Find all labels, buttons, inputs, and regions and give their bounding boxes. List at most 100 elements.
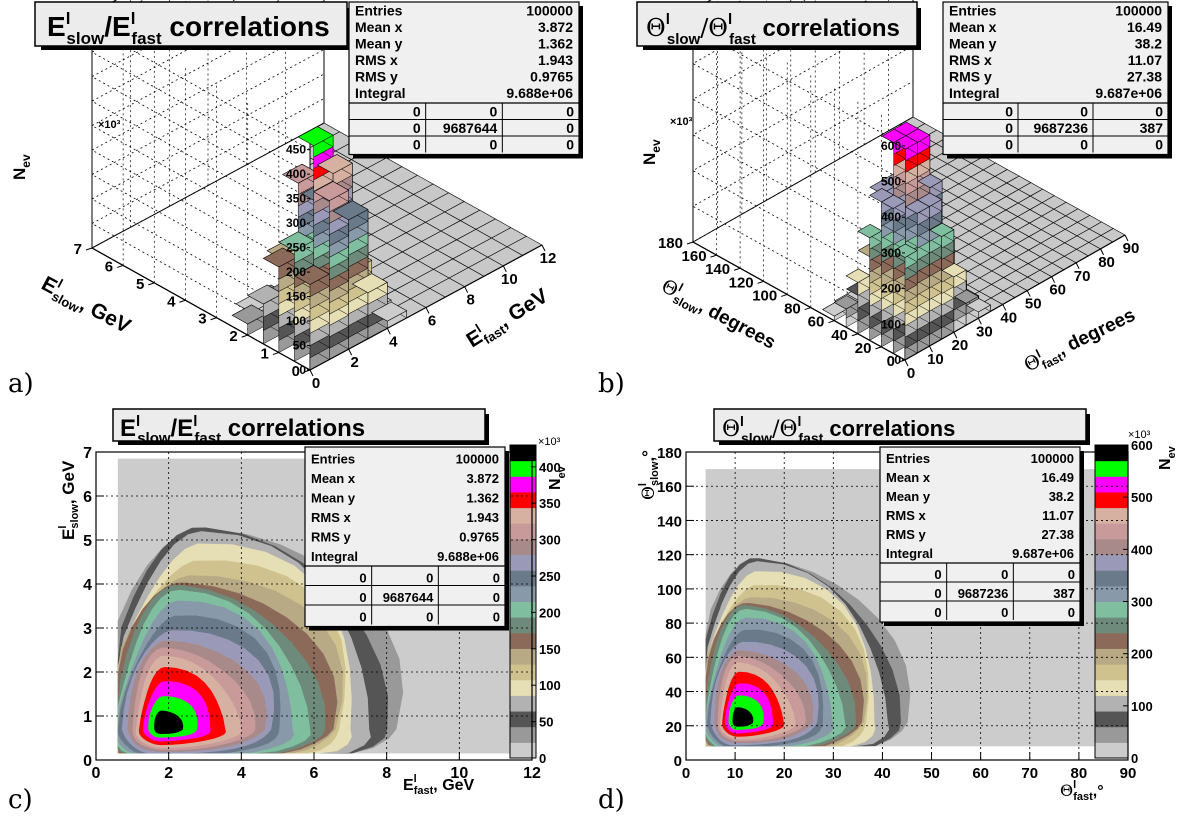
y-tick (875, 346, 882, 350)
y-tick-label: 0 (887, 353, 895, 370)
stats-label: Entries (355, 3, 403, 19)
stats-cell: 0 (1080, 137, 1088, 153)
stats-cell: 0 (493, 571, 500, 586)
palette-tick-label: 350 (539, 496, 561, 511)
palette-swatch (510, 742, 536, 759)
palette-swatch (510, 648, 536, 665)
y-tick (303, 369, 311, 373)
lego-bar (929, 222, 955, 340)
stats-label: RMS y (355, 69, 398, 85)
palette-swatch (510, 679, 536, 696)
x-tick-label: 0 (907, 365, 915, 382)
palette-swatch (510, 711, 536, 728)
x-tick-label: 70 (1074, 268, 1091, 285)
stats-value: 9.687e+06 (1012, 546, 1074, 561)
x-tick-label: 90 (1120, 765, 1137, 782)
x-tick-label: 10 (501, 271, 518, 288)
y-tick-label: 180 (657, 445, 682, 462)
stats-value: 9.688e+06 (437, 549, 499, 564)
panel-a-title: El slow/El fast correlations (47, 9, 330, 48)
palette-swatch (510, 445, 536, 462)
stats-cell: 9687644 (383, 590, 434, 605)
x-tick-label: 6 (428, 313, 436, 330)
z-gridline (692, 0, 906, 182)
y-tick-label: 20 (855, 340, 872, 357)
lego-bar (262, 247, 299, 353)
stats-value: 11.07 (1042, 508, 1074, 523)
z-tick-label: 350 (286, 192, 306, 206)
stats-value: 27.38 (1041, 527, 1074, 542)
palette-swatch (1095, 679, 1128, 696)
palette-swatch (1095, 711, 1128, 728)
y-tick (710, 254, 717, 258)
y-tick-label: 3 (198, 311, 206, 328)
z-tick-label: 300 (881, 246, 901, 260)
stats-label: RMS x (355, 52, 398, 68)
stats-label: Integral (949, 85, 1000, 101)
palette-swatch (510, 632, 536, 649)
stats-label: Integral (311, 549, 358, 564)
stats-value: 1.362 (466, 491, 499, 506)
panel-a-z-exponent: ×10³ (98, 119, 121, 131)
x-tick-label: 10 (450, 765, 468, 782)
x-tick-label: 6 (310, 765, 319, 782)
stats-cell: 0 (413, 104, 421, 120)
palette-swatch (510, 617, 536, 634)
palette-swatch (510, 476, 536, 493)
stats-label: Mean y (949, 36, 997, 52)
stats-cell: 0 (934, 586, 941, 601)
stats-label: RMS x (886, 508, 927, 523)
palette-swatch (1095, 726, 1128, 743)
stats-cell: 0 (1001, 605, 1008, 620)
x-tick-label: 30 (825, 765, 842, 782)
stats-cell: 0 (493, 610, 500, 625)
stats-cell: 0 (1155, 104, 1163, 120)
y-tick-label: 140 (657, 513, 682, 530)
stats-value: 38.2 (1049, 489, 1074, 504)
x-tick-label: 10 (927, 351, 944, 368)
stats-value: 3.872 (466, 471, 499, 486)
y-tick (898, 359, 906, 363)
stats-panel (942, 1, 1169, 156)
lego-bar (293, 264, 330, 371)
panel-c-color-palette: 0 50 100 150 200 250 300 350 400 (509, 444, 561, 766)
stats-value: 9.687e+06 (1095, 85, 1162, 101)
panel-a-letter: a) (8, 369, 34, 399)
panel-d-title: Θl slow/Θl fast correlations (722, 413, 955, 446)
y-tick-label: 4 (83, 577, 92, 594)
x-tick-label: 4 (237, 765, 246, 782)
stats-cell: 9687644 (443, 120, 498, 136)
y-tick-label: 20 (665, 719, 682, 736)
y-tick-label: 6 (83, 489, 92, 506)
palette-tick-label: 100 (539, 678, 561, 693)
stats-cell: 0 (1005, 104, 1013, 120)
z-tick-label: 400 (881, 210, 901, 224)
stats-cell: 0 (1068, 605, 1075, 620)
y-tick (210, 317, 217, 321)
y-tick-label: 60 (808, 314, 825, 331)
stats-value: 3.872 (538, 19, 573, 35)
z-gridline (91, 73, 325, 322)
stats-value: 38.2 (1135, 36, 1162, 52)
z-gridline (692, 9, 914, 254)
y-tick-label: 60 (665, 650, 682, 667)
x-tick (1124, 234, 1129, 242)
stats-cell: 0 (566, 120, 574, 136)
stats-value: 27.38 (1127, 69, 1162, 85)
stats-value: 0.9765 (530, 69, 573, 85)
y-tick-label: 7 (74, 241, 82, 258)
x-tick (502, 265, 507, 273)
panel-d-stats-box: Entries 100000 Mean x 16.49 Mean y 38.2 RMS x 1… (879, 446, 1084, 626)
panel-c-y-label: Elslow, GeV (57, 460, 81, 540)
x-tick-label: 0 (312, 375, 320, 392)
y-tick-label: 0 (292, 363, 300, 380)
y-tick-label: 40 (831, 327, 848, 344)
z-tick-label: 50 (293, 339, 307, 353)
z-tick-label: 200 (286, 265, 306, 279)
y-tick-label: 40 (665, 685, 682, 702)
panel-d-x-label: Θl fast,° (1060, 779, 1104, 803)
stats-label: Mean y (886, 489, 931, 504)
x-tick (1075, 262, 1080, 270)
stats-cell: 0 (493, 590, 500, 605)
